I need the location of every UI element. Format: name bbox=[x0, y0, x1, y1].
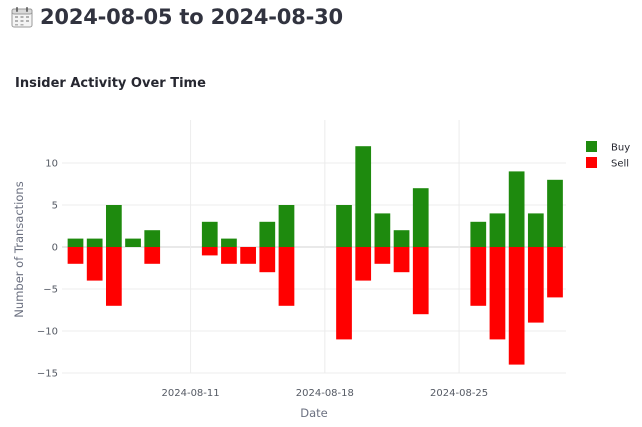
buy-bar[interactable] bbox=[547, 179, 563, 247]
sell-bar[interactable] bbox=[201, 247, 218, 256]
buy-bar[interactable] bbox=[125, 238, 141, 247]
sell-bar[interactable] bbox=[105, 247, 122, 306]
calendar-icon bbox=[10, 5, 34, 29]
buy-bar[interactable] bbox=[336, 205, 352, 247]
buy-bar[interactable] bbox=[374, 213, 391, 247]
buy-bar[interactable] bbox=[489, 213, 506, 247]
y-axis-title: Number of Transactions bbox=[12, 181, 26, 317]
y-tick-label: 10 bbox=[45, 159, 58, 170]
buy-bar[interactable] bbox=[412, 188, 429, 247]
x-tick-label: 2024-08-11 bbox=[162, 388, 220, 399]
sell-bar[interactable] bbox=[336, 247, 352, 340]
sell-bar[interactable] bbox=[144, 247, 161, 264]
buy-bar[interactable] bbox=[144, 230, 161, 247]
sell-legend-label[interactable]: Sell bbox=[611, 159, 629, 170]
sell-bar[interactable] bbox=[393, 247, 410, 273]
x-tick-label: 2024-08-25 bbox=[430, 388, 488, 399]
sell-bar[interactable] bbox=[259, 247, 276, 273]
sell-bar[interactable] bbox=[412, 247, 429, 315]
sell-legend-swatch[interactable] bbox=[586, 157, 597, 168]
buy-bar[interactable] bbox=[393, 230, 410, 247]
sell-bar[interactable] bbox=[470, 247, 487, 306]
sell-bar[interactable] bbox=[221, 247, 237, 264]
buy-legend-swatch[interactable] bbox=[586, 141, 597, 152]
sell-bar[interactable] bbox=[374, 247, 391, 264]
sell-bar[interactable] bbox=[67, 247, 84, 264]
sell-bar[interactable] bbox=[240, 247, 256, 264]
sell-bar[interactable] bbox=[547, 247, 563, 298]
sell-bar[interactable] bbox=[527, 247, 544, 323]
sell-bar[interactable] bbox=[86, 247, 103, 281]
buy-bar[interactable] bbox=[278, 205, 295, 247]
sell-bar[interactable] bbox=[508, 247, 525, 365]
chart-title: Insider Activity Over Time bbox=[15, 76, 206, 91]
buy-bar[interactable] bbox=[259, 221, 276, 247]
buy-bar[interactable] bbox=[201, 221, 218, 247]
x-tick-label: 2024-08-18 bbox=[296, 388, 354, 399]
y-tick-label: 5 bbox=[52, 201, 58, 212]
buy-bar[interactable] bbox=[105, 205, 122, 247]
y-tick-label: −10 bbox=[37, 327, 58, 338]
y-tick-label: −5 bbox=[43, 285, 58, 296]
sell-bar[interactable] bbox=[278, 247, 295, 306]
page-title: 2024-08-05 to 2024-08-30 bbox=[40, 5, 343, 29]
sell-bar[interactable] bbox=[489, 247, 506, 340]
x-axis-title: Date bbox=[300, 406, 328, 420]
sell-bar[interactable] bbox=[355, 247, 372, 281]
buy-bar[interactable] bbox=[67, 238, 84, 247]
buy-bar[interactable] bbox=[508, 171, 525, 247]
buy-bar[interactable] bbox=[527, 213, 544, 247]
y-tick-label: −15 bbox=[37, 369, 58, 380]
buy-bar[interactable] bbox=[470, 221, 487, 247]
y-tick-label: 0 bbox=[52, 243, 58, 254]
buy-bar[interactable] bbox=[355, 146, 372, 247]
page-heading: 2024-08-05 to 2024-08-30 bbox=[10, 2, 343, 32]
buy-legend-label[interactable]: Buy bbox=[611, 143, 630, 154]
buy-bar[interactable] bbox=[221, 238, 237, 247]
buy-bar[interactable] bbox=[86, 238, 103, 247]
